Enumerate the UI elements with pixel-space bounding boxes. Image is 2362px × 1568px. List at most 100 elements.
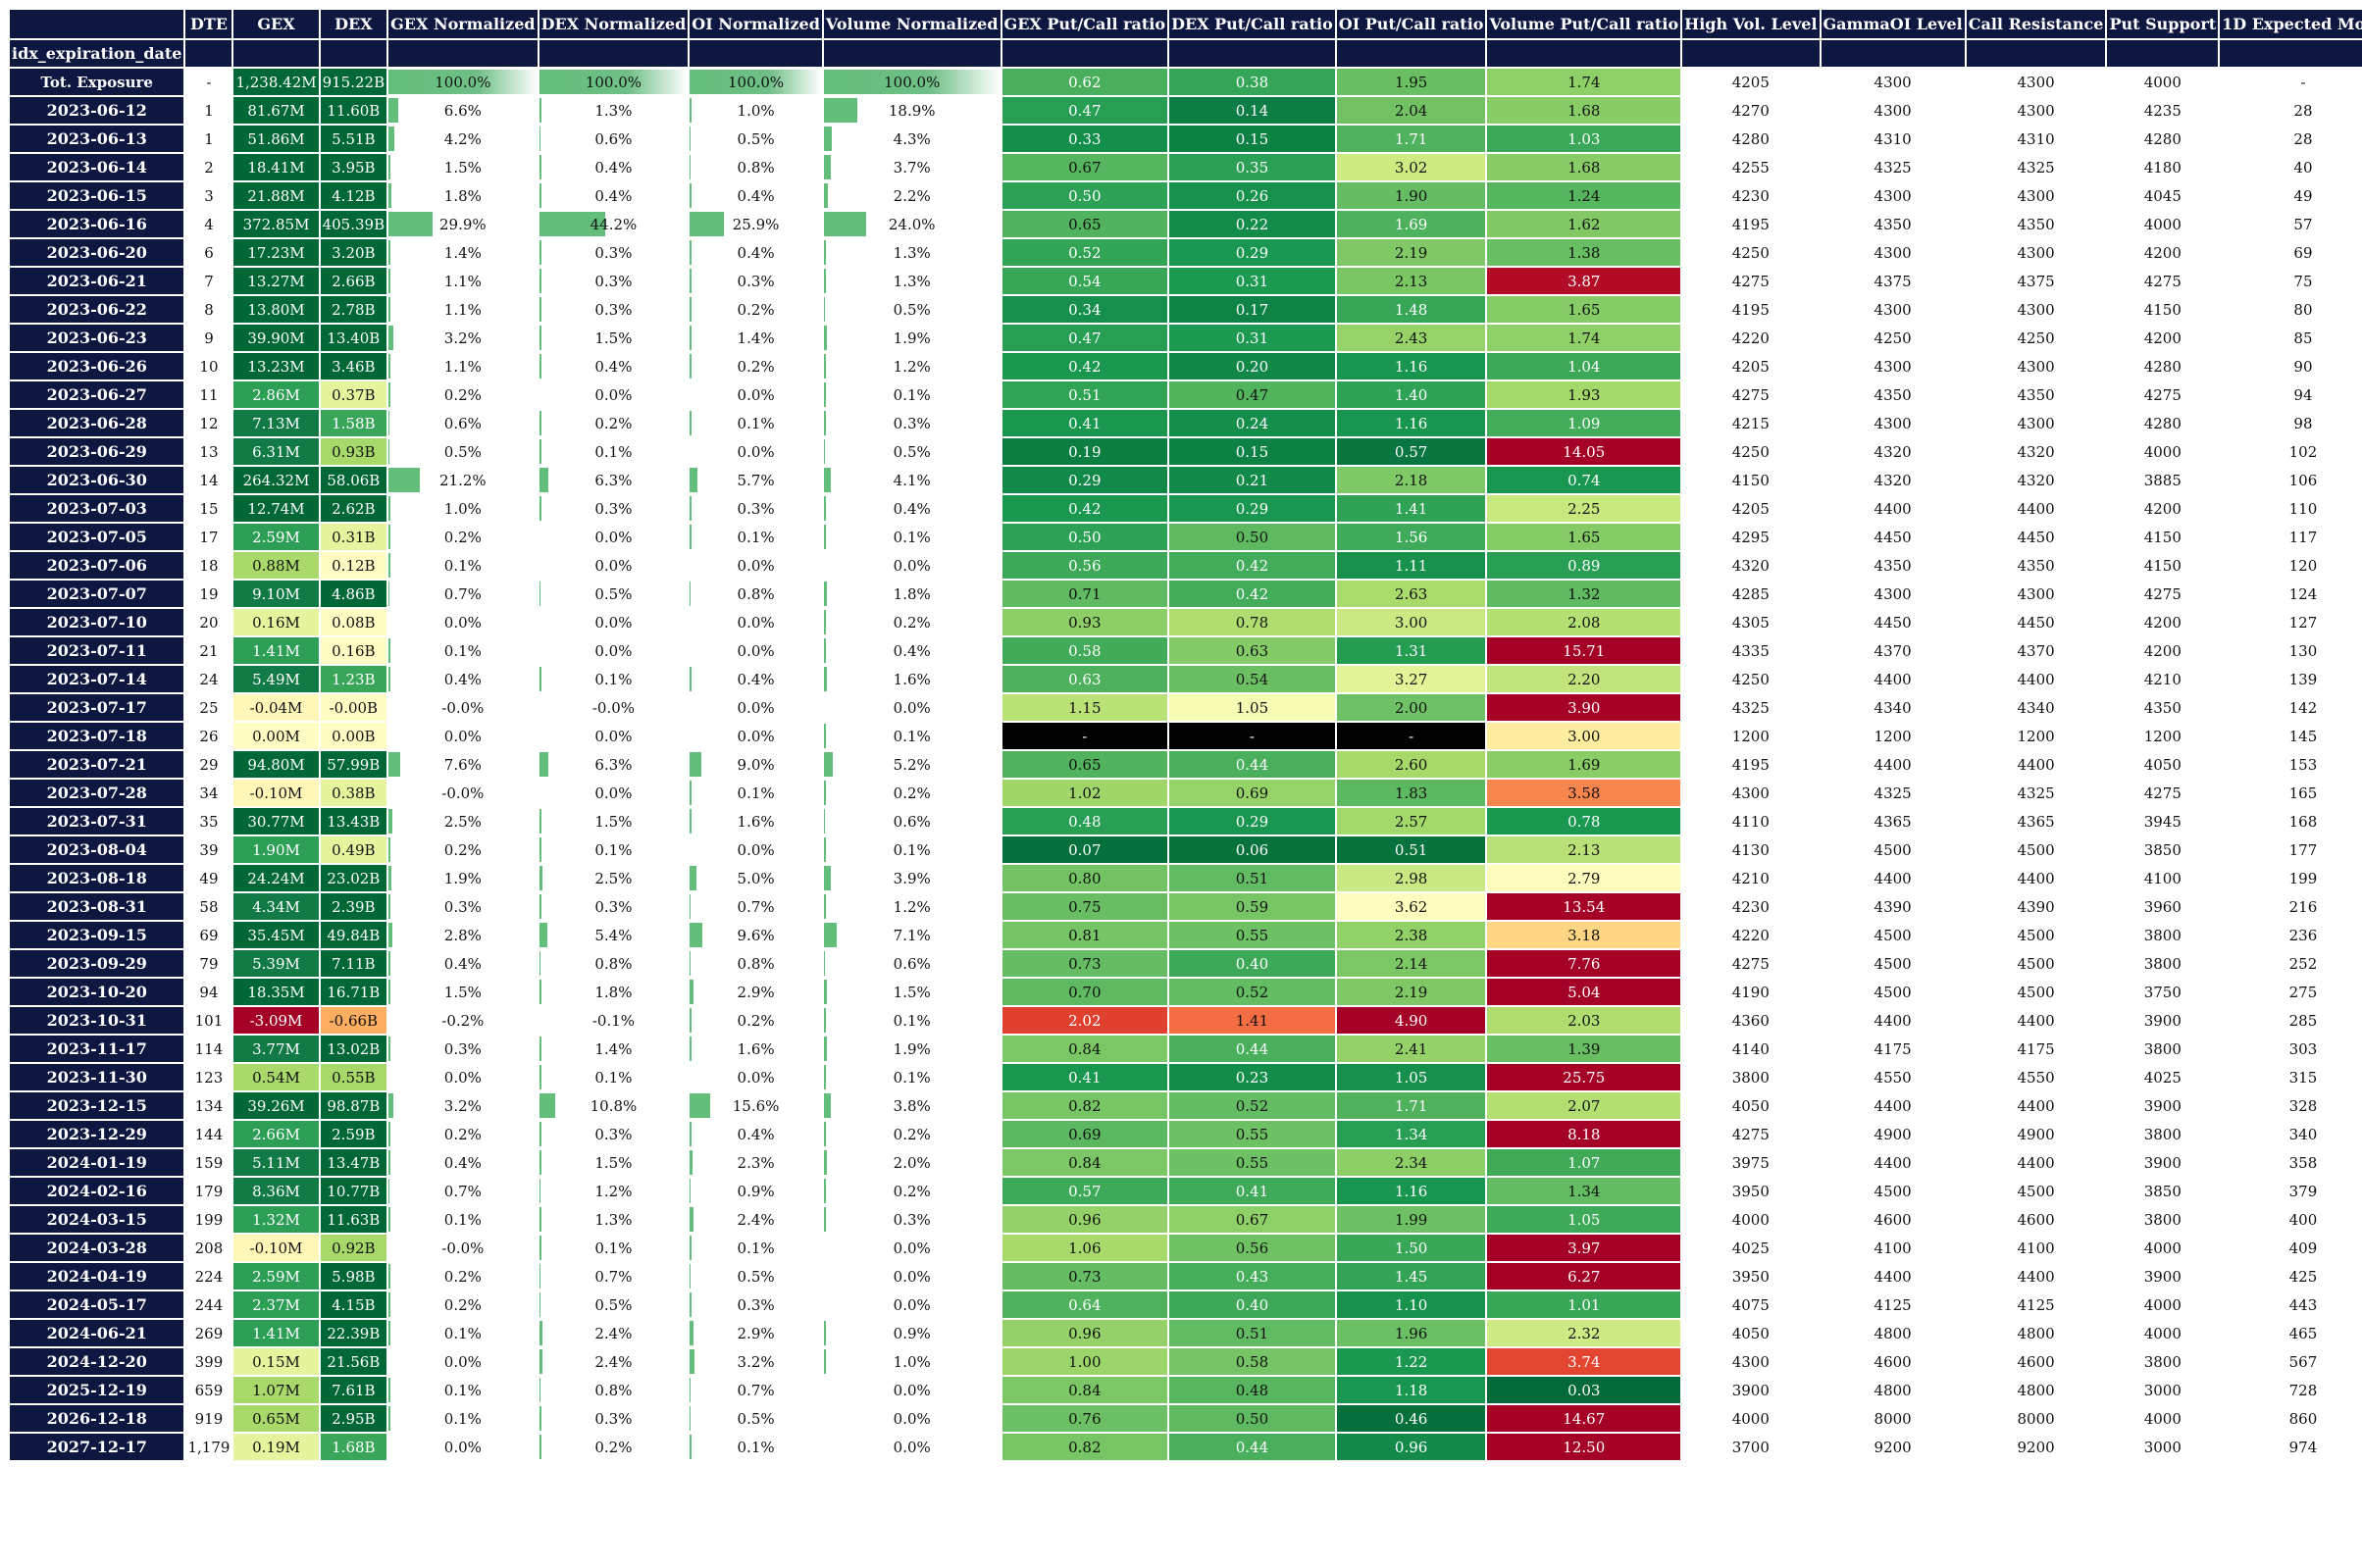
dte-cell: 6 — [183, 237, 234, 268]
call-resistance-cell: 4300 — [1964, 294, 2108, 325]
put-support-cell: 4200 — [2105, 607, 2221, 637]
normalized-value: 0.3% — [594, 1409, 633, 1428]
call-resistance-cell: 4350 — [1964, 550, 2108, 581]
put-support-cell: 4275 — [2105, 579, 2221, 609]
col-header-oi-normalized[interactable]: OI Normalized — [688, 8, 824, 40]
high-vol-level-cell: 4305 — [1680, 607, 1822, 637]
dex-put-call-cell: 1.41 — [1167, 1005, 1337, 1036]
normalized-bar-fill — [691, 354, 693, 379]
dex-put-call-cell: 0.48 — [1167, 1375, 1337, 1405]
put-support-cell: 3850 — [2105, 1176, 2221, 1206]
dex-cell: 0.31B — [318, 522, 389, 552]
volume-normalized-cell: 3.7% — [821, 152, 1002, 182]
expected-move-cell: 124 — [2218, 579, 2362, 609]
normalized-bar-fill — [824, 951, 825, 976]
gex-put-call-cell: 0.82 — [1000, 1432, 1170, 1462]
normalized-bar-fill — [389, 1207, 391, 1232]
oi-normalized-cell: 5.0% — [688, 863, 824, 893]
normalized-bar-fill — [824, 809, 825, 834]
col-header-dex-put-call-ratio[interactable]: DEX Put/Call ratio — [1167, 8, 1337, 40]
call-resistance-cell: 4600 — [1964, 1346, 2108, 1377]
col-header-oi-put-call-ratio[interactable]: OI Put/Call ratio — [1334, 8, 1488, 40]
expected-move-cell: 94 — [2218, 379, 2362, 410]
expected-move-cell: 177 — [2218, 835, 2362, 865]
row-header-date: Tot. Exposure — [7, 67, 186, 97]
gex-cell: 5.49M — [231, 664, 321, 694]
blank-header — [318, 38, 389, 69]
oi-normalized-cell: 0.1% — [688, 1233, 824, 1263]
normalized-value: 0.0% — [737, 556, 775, 575]
volume-put-call-cell: 1.03 — [1485, 124, 1683, 154]
oi-normalized-cell: 0.8% — [688, 152, 824, 182]
col-header-volume-put-call-ratio[interactable]: Volume Put/Call ratio — [1485, 8, 1683, 40]
dex-put-call-cell: 0.54 — [1167, 664, 1337, 694]
volume-normalized-cell: 1.3% — [821, 266, 1002, 296]
table-row: 2023-07-03 15 12.74M 2.62B 1.0% 0.3% 0.3% 0.4% 0… — [7, 493, 2362, 524]
oi-normalized-cell: 0.8% — [688, 579, 824, 609]
expected-move-cell: 275 — [2218, 977, 2362, 1007]
normalized-bar-fill — [389, 667, 391, 691]
volume-normalized-cell: 1.2% — [821, 351, 1002, 381]
normalized-value: 0.1% — [443, 556, 482, 575]
normalized-bar-fill — [389, 1292, 391, 1317]
normalized-bar-fill — [539, 809, 541, 834]
col-header-gex[interactable]: GEX — [231, 8, 321, 40]
volume-put-call-cell: 1.38 — [1485, 237, 1683, 268]
normalized-value: 2.4% — [594, 1352, 633, 1371]
col-header-1d-expected-move[interactable]: 1D Expected Move — [2218, 8, 2362, 40]
col-header-high-vol-level[interactable]: High Vol. Level — [1680, 8, 1822, 40]
gex-put-call-cell: 0.73 — [1000, 1261, 1170, 1291]
high-vol-level-cell: 4230 — [1680, 180, 1822, 211]
high-vol-level-cell: 4230 — [1680, 891, 1822, 922]
dte-cell: 134 — [183, 1090, 234, 1121]
row-header-date: 2024-01-19 — [7, 1147, 186, 1178]
dte-cell: 659 — [183, 1375, 234, 1405]
table-row: 2024-01-19 159 5.11M 13.47B 0.4% 1.5% 2.3% 2.0%… — [7, 1147, 2362, 1178]
expected-move-cell: 728 — [2218, 1375, 2362, 1405]
normalized-bar-fill — [691, 212, 725, 236]
col-header-gammaoi-level[interactable]: GammaOI Level — [1819, 8, 1967, 40]
col-header-gex-put-call-ratio[interactable]: GEX Put/Call ratio — [1000, 8, 1170, 40]
normalized-bar-fill — [389, 70, 537, 94]
dex-put-call-cell: 0.50 — [1167, 1403, 1337, 1434]
col-header-volume-normalized[interactable]: Volume Normalized — [821, 8, 1002, 40]
oi-put-call-cell: 0.96 — [1334, 1432, 1488, 1462]
col-header-dex[interactable]: DEX — [318, 8, 389, 40]
col-header-call-resistance[interactable]: Call Resistance — [1964, 8, 2108, 40]
col-header-dte[interactable]: DTE — [183, 8, 234, 40]
high-vol-level-cell: 4050 — [1680, 1090, 1822, 1121]
dex-normalized-cell: 0.5% — [537, 579, 691, 609]
dex-cell: 13.02B — [318, 1034, 389, 1064]
gex-cell: 1.07M — [231, 1375, 321, 1405]
dex-cell: 98.87B — [318, 1090, 389, 1121]
dex-put-call-cell: 0.14 — [1167, 95, 1337, 126]
normalized-value: 0.5% — [737, 129, 775, 148]
volume-put-call-cell: 5.04 — [1485, 977, 1683, 1007]
call-resistance-cell: 4340 — [1964, 692, 2108, 723]
row-header-date: 2023-12-15 — [7, 1090, 186, 1121]
gammaoi-level-cell: 4175 — [1819, 1034, 1967, 1064]
normalized-bar-fill — [539, 183, 541, 208]
col-header-gex-normalized[interactable]: GEX Normalized — [386, 8, 539, 40]
row-header-date: 2023-06-14 — [7, 152, 186, 182]
dex-put-call-cell: 0.43 — [1167, 1261, 1337, 1291]
normalized-bar-fill — [824, 752, 834, 777]
call-resistance-cell: 9200 — [1964, 1432, 2108, 1462]
col-header-dex-normalized[interactable]: DEX Normalized — [537, 8, 691, 40]
gex-normalized-cell: 21.2% — [386, 465, 539, 495]
normalized-value: 10.8% — [590, 1096, 638, 1115]
row-header-date: 2023-06-29 — [7, 436, 186, 467]
normalized-value: 2.9% — [737, 1324, 775, 1342]
dte-cell: 1,179 — [183, 1432, 234, 1462]
table-row: 2023-06-15 3 21.88M 4.12B 1.8% 0.4% 0.4% 2.2% 0.… — [7, 180, 2362, 211]
normalized-value: 1.6% — [893, 670, 931, 688]
normalized-value: 0.2% — [443, 1125, 482, 1143]
normalized-bar-fill — [691, 923, 703, 947]
normalized-bar-fill — [389, 1122, 391, 1146]
dex-normalized-cell: 0.1% — [537, 1233, 691, 1263]
dex-normalized-cell: 0.5% — [537, 1290, 691, 1320]
oi-normalized-cell: 0.2% — [688, 1005, 824, 1036]
col-header-put-support[interactable]: Put Support — [2105, 8, 2221, 40]
call-resistance-cell: 4400 — [1964, 1005, 2108, 1036]
volume-normalized-cell: 0.5% — [821, 436, 1002, 467]
